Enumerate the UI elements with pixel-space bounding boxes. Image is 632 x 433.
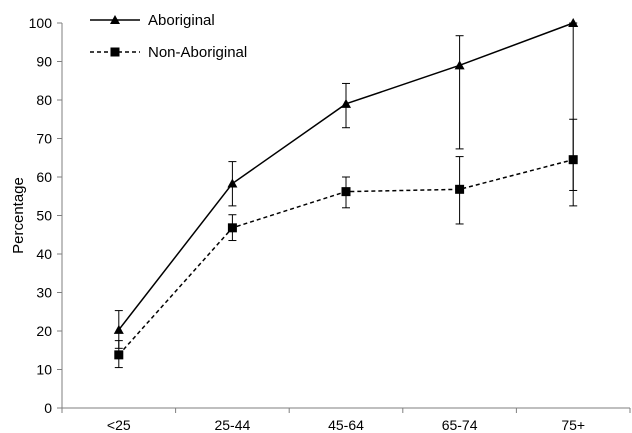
axes: 0 10 20 30 40 50 60 70 80 90 100 <25 25-44 45-64 65-74… [29,15,631,433]
y-tick-label: 10 [36,362,52,378]
y-tick-label: 80 [36,92,52,108]
y-axis-label: Percentage [10,177,27,254]
triangle-marker [568,18,579,27]
triangle-marker [227,178,238,188]
y-tick-label: 40 [36,246,52,262]
y-tick-label: 60 [36,169,52,185]
square-marker [114,350,124,360]
y-tick-label: 100 [29,15,53,31]
series-aboriginal [113,18,579,349]
legend-label: Non-Aboriginal [148,44,247,61]
x-tick-label: 45-64 [328,417,364,433]
legend: Aboriginal Non-Aboriginal [90,12,247,61]
square-marker [455,184,465,194]
square-marker [110,47,120,57]
triangle-marker [454,60,465,70]
x-tick-label: 65-74 [442,417,478,433]
triangle-marker [110,15,120,24]
y-tick-label: 30 [36,285,52,301]
y-tick-label: 20 [36,323,52,339]
y-tick-label: 90 [36,54,52,70]
square-marker [568,155,578,165]
series-non-aboriginal [114,118,578,369]
legend-label: Aboriginal [148,12,215,29]
square-marker [227,223,237,233]
series-layer [113,18,579,369]
y-tick-label: 70 [36,131,52,147]
square-marker [341,187,351,197]
triangle-marker [113,324,124,334]
x-tick-label: 25-44 [214,417,250,433]
series-line [118,22,574,331]
x-tick-label: <25 [107,417,131,433]
triangle-marker [341,98,351,108]
y-tick-label: 0 [44,400,52,416]
x-tick-label: 75+ [561,417,585,433]
y-tick-label: 50 [36,208,52,224]
